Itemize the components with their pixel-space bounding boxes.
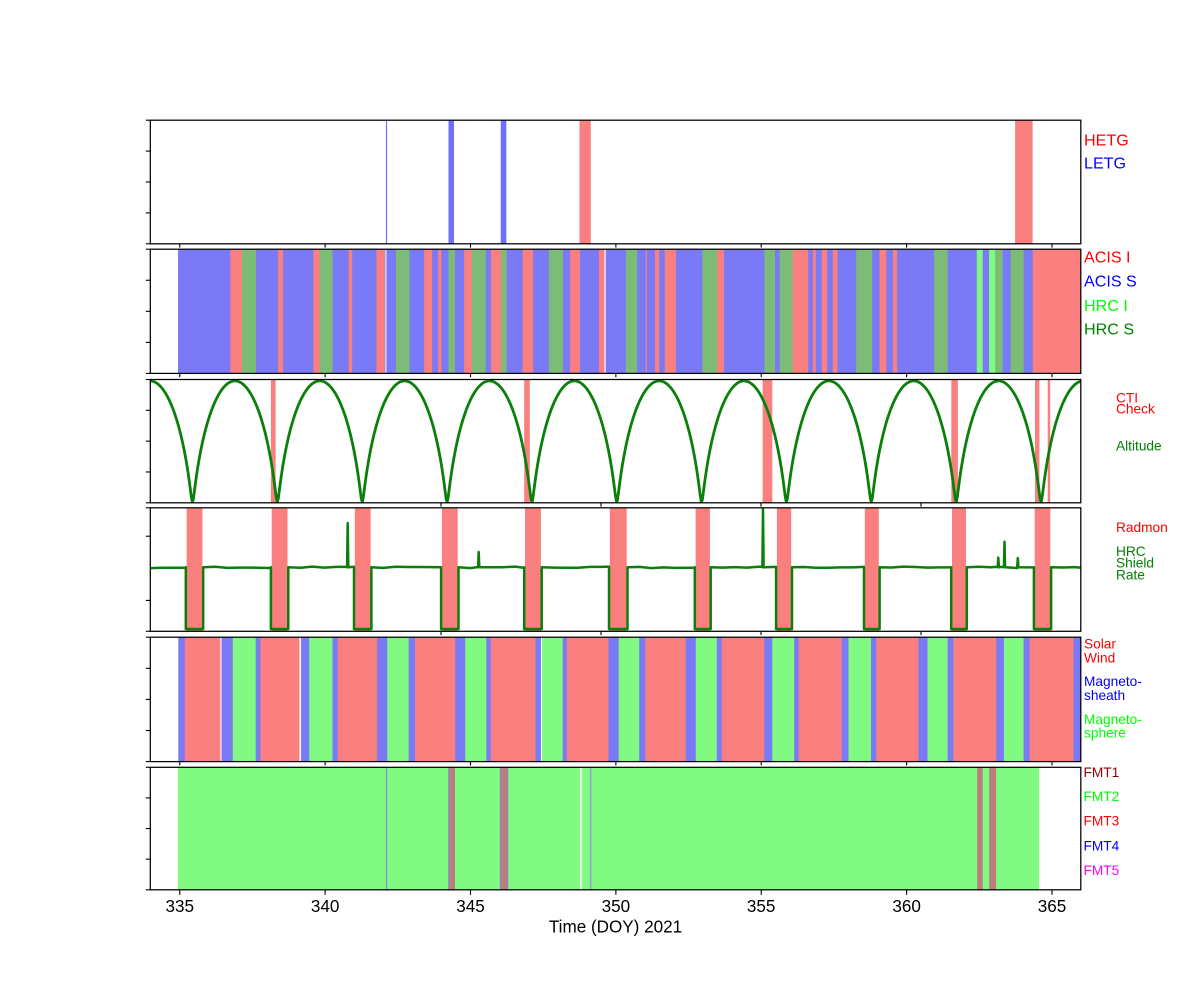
svg-text:340: 340 [311, 897, 340, 916]
svg-text:Altitude: Altitude [1116, 438, 1162, 453]
svg-text:sphere: sphere [1084, 726, 1126, 741]
svg-text:ACIS S: ACIS S [1084, 273, 1137, 291]
svg-text:355: 355 [747, 897, 776, 916]
svg-text:FMT5: FMT5 [1084, 863, 1120, 878]
svg-text:335: 335 [166, 897, 195, 916]
svg-text:FMT4: FMT4 [1084, 838, 1120, 853]
svg-text:Time (DOY) 2021: Time (DOY) 2021 [549, 918, 682, 937]
svg-text:Wind: Wind [1084, 650, 1115, 665]
svg-text:FMT3: FMT3 [1084, 814, 1120, 829]
svg-text:345: 345 [456, 897, 485, 916]
svg-text:HRC: HRC [1116, 544, 1146, 559]
svg-text:CTI: CTI [1116, 390, 1138, 405]
svg-text:HRC S: HRC S [1084, 321, 1134, 339]
svg-text:Radmon: Radmon [1116, 520, 1168, 535]
svg-text:FMT1: FMT1 [1084, 765, 1120, 780]
svg-text:Rate: Rate [1116, 567, 1145, 582]
svg-text:Solar: Solar [1084, 637, 1116, 652]
svg-text:LETG: LETG [1084, 154, 1126, 172]
svg-text:FMT2: FMT2 [1084, 789, 1120, 804]
svg-text:HRC I: HRC I [1084, 297, 1128, 315]
svg-text:350: 350 [602, 897, 631, 916]
svg-text:Magneto-: Magneto- [1084, 712, 1142, 727]
svg-text:Magneto-: Magneto- [1084, 674, 1142, 689]
svg-text:Check: Check [1116, 402, 1155, 417]
svg-text:sheath: sheath [1084, 688, 1125, 703]
svg-text:HETG: HETG [1084, 131, 1129, 149]
svg-text:365: 365 [1038, 897, 1067, 916]
svg-text:ACIS I: ACIS I [1084, 249, 1131, 267]
svg-text:Shield: Shield [1116, 556, 1154, 571]
svg-text:360: 360 [892, 897, 921, 916]
